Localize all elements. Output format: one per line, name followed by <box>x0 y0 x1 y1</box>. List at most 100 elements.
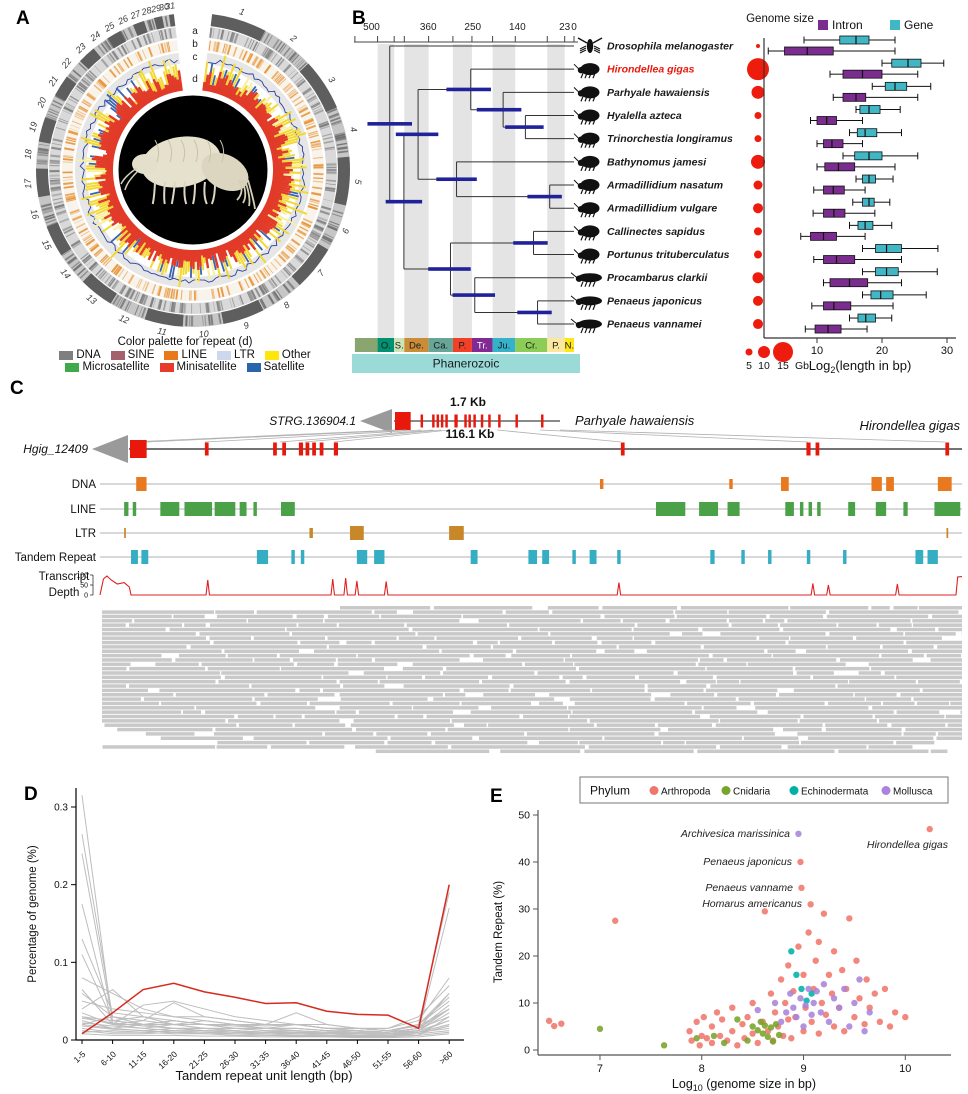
svg-text:10: 10 <box>899 1063 911 1075</box>
e-annotations: Archivesica marissinica Penaeus japonicus… <box>680 828 949 910</box>
svg-text:10: 10 <box>518 998 530 1010</box>
repeat-legend-item-minisatellite: Minisatellite <box>159 361 237 373</box>
species-top: Parhyale hawaiensis <box>575 413 695 428</box>
svg-text:P.: P. <box>552 341 560 352</box>
svg-text:31: 31 <box>164 0 175 11</box>
svg-text:9: 9 <box>242 320 250 331</box>
species-silhouette <box>573 63 600 79</box>
svg-text:8: 8 <box>699 1063 705 1075</box>
svg-text:30: 30 <box>158 1 170 13</box>
svg-text:10: 10 <box>758 360 770 372</box>
genome-size-bubble <box>753 319 763 330</box>
species-name: Bathynomus jamesi <box>607 156 707 168</box>
genome-size-legend: Genome size 5 10 15 Gb <box>745 13 814 372</box>
species-silhouette <box>573 179 600 195</box>
svg-text:Intron: Intron <box>832 18 863 32</box>
panel-e-scatter-plot: 0 10 20 30 40 50 7 8 9 10 Log10 (genome size in bp… <box>493 776 951 1093</box>
time-axis: 500 360 250 140 23 0 <box>354 22 578 43</box>
e-y-label: Tandem Repeat (%) <box>493 881 505 983</box>
svg-text:De.: De. <box>409 341 424 352</box>
panel-c-label: C <box>10 378 24 399</box>
track-tandem-repeat: Tandem Repeat <box>15 550 962 564</box>
legend-swatch <box>164 350 179 360</box>
hgig-gene-model: Hgig_12409 116.1 Kb Hirondellea gigas <box>23 418 962 463</box>
node-ci-bar <box>428 267 471 271</box>
read-alignment-pileup <box>102 606 962 754</box>
genome-size-title: Genome size <box>746 13 814 25</box>
svg-text:15: 15 <box>777 360 789 372</box>
track-ltr: LTR <box>75 526 962 540</box>
svg-text:S.: S. <box>395 341 404 352</box>
node-ci-bar <box>476 107 522 112</box>
svg-text:17: 17 <box>22 177 33 189</box>
track-label: LINE <box>70 504 96 516</box>
panel-b-phylogeny-boxplot: 500 360 250 140 23 0 O. S. De. Ca. P. Tr. Ju. Cr. P. N.… <box>352 13 956 375</box>
svg-text:Cr.: Cr. <box>525 341 537 352</box>
track-label: DNA <box>72 479 97 491</box>
svg-text:140: 140 <box>509 22 526 33</box>
svg-text:0: 0 <box>84 593 88 600</box>
annotation-label: Penaeus japonicus <box>703 856 792 868</box>
genome-size-bubble <box>754 227 762 236</box>
panel-a-repeat-legend: Color palette for repeat (d) DNA SINE LINE… <box>20 336 350 373</box>
svg-text:7: 7 <box>316 267 328 278</box>
repeat-legend-item-microsatellite: Microsatellite <box>65 361 150 373</box>
legend-swatch <box>59 350 74 360</box>
species-bottom: Hirondellea gigas <box>860 418 961 433</box>
track-line: LINE <box>70 502 962 516</box>
species-name: Parhyale hawaiensis <box>607 87 710 99</box>
species-silhouette <box>573 109 600 125</box>
scale-top: 1.7 Kb <box>450 395 486 409</box>
species-name: Trinorchestia longiramus <box>607 133 733 145</box>
genome-size-bubble <box>754 112 762 120</box>
svg-text:30: 30 <box>941 345 953 357</box>
phylum-arthropoda: Arthropoda <box>661 787 711 798</box>
panel-b-label: B <box>352 8 366 29</box>
svg-text:13: 13 <box>84 292 98 306</box>
eon-label: Phanerozoic <box>433 357 500 371</box>
repeat-legend-row: DNA SINE LINE LTR Other <box>20 349 350 361</box>
svg-text:27: 27 <box>128 8 143 22</box>
d-background-series <box>81 795 450 1039</box>
panel-e-label: E <box>490 786 503 807</box>
genome-size-bubble <box>753 180 763 190</box>
gene-arrow-left <box>92 435 128 463</box>
svg-text:2: 2 <box>288 32 299 44</box>
species-silhouette <box>573 132 600 148</box>
gene-id-top: STRG.136904.1 <box>269 414 356 428</box>
svg-text:Gene: Gene <box>904 18 934 32</box>
species-name: Penaeus japonicus <box>607 295 702 307</box>
svg-text:Transcript: Transcript <box>39 571 90 583</box>
legend-label: DNA <box>76 349 101 361</box>
node-ci-bar <box>505 125 544 129</box>
svg-text:500: 500 <box>363 22 380 33</box>
svg-text:5: 5 <box>746 360 752 372</box>
repeat-legend-item-satellite: Satellite <box>246 361 305 373</box>
genome-size-bubble <box>747 58 769 81</box>
genome-size-bubble <box>753 203 763 214</box>
genome-size-bubble <box>751 154 765 169</box>
species-silhouette <box>573 248 600 264</box>
svg-text:19: 19 <box>27 121 39 133</box>
svg-text:0: 0 <box>571 22 577 33</box>
species-silhouette <box>570 295 602 311</box>
species-rows: Drosophila melanogaster Hirondellea gigas… <box>570 37 769 334</box>
panel-a-label: A <box>16 8 30 29</box>
ring-label-a: a <box>192 26 198 37</box>
svg-text:50: 50 <box>80 583 88 590</box>
svg-text:250: 250 <box>464 22 481 33</box>
geologic-period-bar: O. S. De. Ca. P. Tr. Ju. Cr. P. N. Phanerozoic <box>352 338 580 373</box>
svg-text:24: 24 <box>88 29 103 44</box>
panel-d-label: D <box>24 784 38 805</box>
phylum-mollusca: Mollusca <box>893 787 933 798</box>
node-ci-bar <box>367 122 412 126</box>
genome-size-bubble <box>752 272 764 284</box>
svg-text:0: 0 <box>524 1045 530 1057</box>
svg-text:6-10: 6-10 <box>99 1049 119 1068</box>
chromosome-ring: 1234567891011121314151617181920212223242… <box>22 0 363 339</box>
svg-text:10: 10 <box>811 345 823 357</box>
svg-text:30: 30 <box>518 904 530 916</box>
legend-label: Microsatellite <box>82 361 150 373</box>
svg-text:Depth: Depth <box>49 587 80 599</box>
